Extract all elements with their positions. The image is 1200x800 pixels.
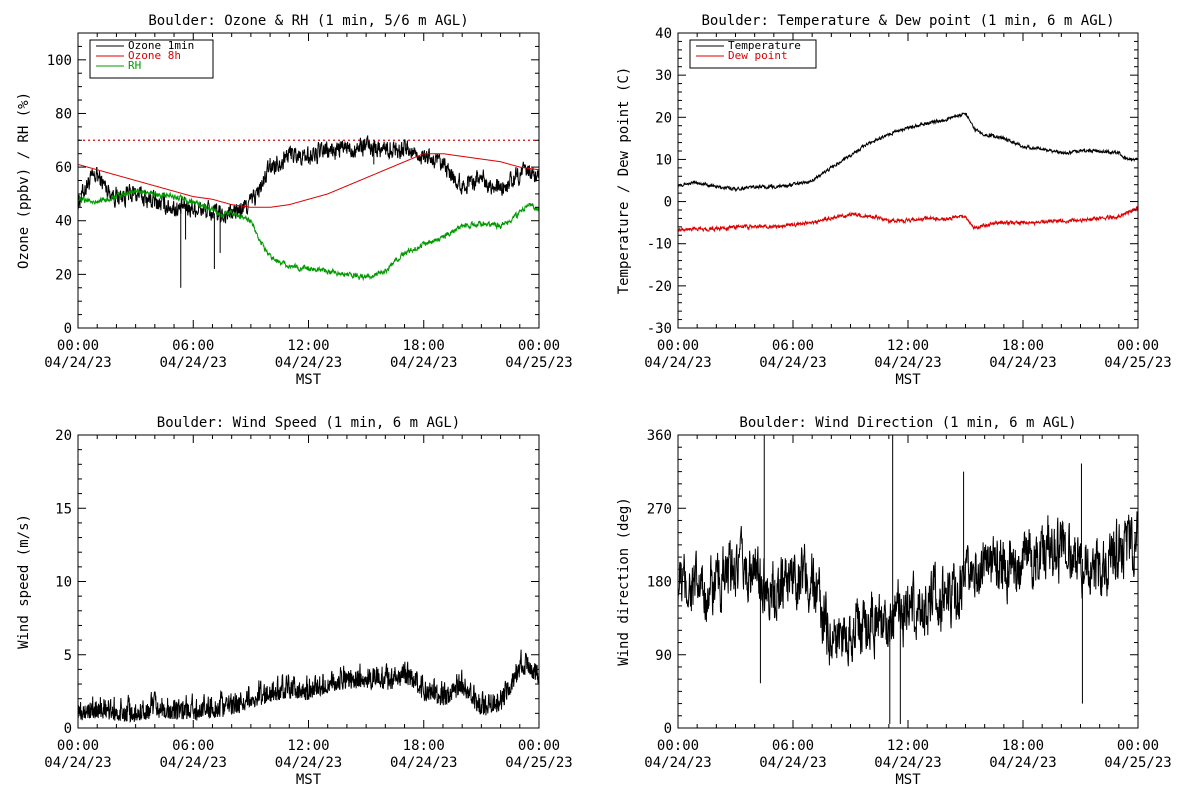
series-line-ozone-1min bbox=[78, 135, 539, 224]
x-tick-date: 04/24/23 bbox=[874, 355, 941, 371]
y-tick-label: 30 bbox=[655, 68, 672, 84]
chart-title: Boulder: Wind Direction (1 min, 6 m AGL) bbox=[739, 415, 1076, 431]
x-tick-time: 00:00 bbox=[518, 338, 560, 354]
x-tick-date: 04/24/23 bbox=[160, 755, 227, 771]
y-tick-label: 270 bbox=[647, 501, 672, 517]
x-tick-time: 00:00 bbox=[1117, 738, 1159, 754]
y-tick-label: -20 bbox=[647, 279, 672, 295]
x-tick-date: 04/25/23 bbox=[505, 755, 572, 771]
x-tick-date: 04/24/23 bbox=[644, 755, 711, 771]
x-tick-time: 06:00 bbox=[772, 738, 814, 754]
x-tick-time: 00:00 bbox=[657, 738, 699, 754]
y-tick-label: 60 bbox=[55, 160, 72, 176]
x-tick-date: 04/24/23 bbox=[759, 755, 826, 771]
chart-panel-wdir: Boulder: Wind Direction (1 min, 6 m AGL)… bbox=[616, 415, 1172, 788]
x-tick-date: 04/24/23 bbox=[644, 355, 711, 371]
x-tick-time: 00:00 bbox=[57, 738, 99, 754]
series-line-temperature bbox=[678, 112, 1138, 193]
x-tick-time: 06:00 bbox=[772, 338, 814, 354]
x-tick-time: 18:00 bbox=[403, 738, 445, 754]
plot-frame bbox=[77, 434, 540, 729]
chart-panel-temp: Boulder: Temperature & Dew point (1 min,… bbox=[616, 13, 1172, 388]
y-tick-label: 40 bbox=[55, 214, 72, 230]
x-axis-label: MST bbox=[296, 772, 322, 788]
x-tick-date: 04/24/23 bbox=[759, 355, 826, 371]
x-tick-date: 04/24/23 bbox=[874, 755, 941, 771]
x-tick-date: 04/24/23 bbox=[44, 755, 111, 771]
y-tick-label: 80 bbox=[55, 106, 72, 122]
y-tick-label: 20 bbox=[55, 267, 72, 283]
x-tick-date: 04/24/23 bbox=[44, 355, 111, 371]
x-tick-time: 06:00 bbox=[172, 738, 214, 754]
x-tick-date: 04/25/23 bbox=[1104, 755, 1171, 771]
y-axis-label: Wind direction (deg) bbox=[616, 497, 632, 666]
y-tick-label: 100 bbox=[47, 53, 72, 69]
legend-box bbox=[689, 39, 817, 69]
x-tick-date: 04/24/23 bbox=[989, 755, 1056, 771]
series-line-rh bbox=[78, 188, 539, 282]
legend-label: Temperature bbox=[728, 39, 801, 52]
y-axis-label: Wind speed (m/s) bbox=[16, 514, 32, 649]
y-tick-label: 0 bbox=[64, 321, 72, 337]
x-tick-time: 12:00 bbox=[287, 338, 329, 354]
y-tick-label: 10 bbox=[55, 575, 72, 591]
x-tick-time: 12:00 bbox=[887, 338, 929, 354]
legend-label: Ozone 1min bbox=[128, 39, 194, 52]
series-line-wdir bbox=[678, 511, 1138, 667]
x-tick-time: 06:00 bbox=[172, 338, 214, 354]
y-tick-label: 360 bbox=[647, 428, 672, 444]
y-tick-label: 180 bbox=[647, 575, 672, 591]
y-tick-label: 10 bbox=[655, 152, 672, 168]
x-tick-time: 18:00 bbox=[403, 338, 445, 354]
y-tick-label: 0 bbox=[64, 721, 72, 737]
x-tick-time: 18:00 bbox=[1002, 738, 1044, 754]
y-axis-label: Temperature / Dew point (C) bbox=[616, 67, 632, 295]
y-tick-label: 90 bbox=[655, 648, 672, 664]
x-axis-label: MST bbox=[895, 772, 921, 788]
legend-label: Dew point bbox=[728, 49, 788, 62]
x-tick-time: 18:00 bbox=[1002, 338, 1044, 354]
chart-panel-wspd: Boulder: Wind Speed (1 min, 6 m AGL) 0 5 10… bbox=[16, 415, 573, 788]
x-tick-date: 04/24/23 bbox=[390, 355, 457, 371]
chart-title: Boulder: Ozone & RH (1 min, 5/6 m AGL) bbox=[148, 13, 468, 29]
x-tick-date: 04/24/23 bbox=[989, 355, 1056, 371]
y-tick-label: 15 bbox=[55, 501, 72, 517]
y-axis-label: Ozone (ppbv) / RH (%) bbox=[16, 92, 32, 269]
x-tick-date: 04/24/23 bbox=[160, 355, 227, 371]
series-line-ozone-8h bbox=[78, 153, 539, 208]
x-tick-time: 00:00 bbox=[657, 338, 699, 354]
x-tick-date: 04/24/23 bbox=[390, 755, 457, 771]
legend-label: RH bbox=[128, 59, 141, 72]
x-tick-time: 00:00 bbox=[57, 338, 99, 354]
y-tick-label: 0 bbox=[664, 195, 672, 211]
y-tick-label: -10 bbox=[647, 237, 672, 253]
y-tick-label: -30 bbox=[647, 321, 672, 337]
y-tick-label: 5 bbox=[64, 648, 72, 664]
x-tick-date: 04/24/23 bbox=[275, 755, 342, 771]
chart-panel-ozone: Boulder: Ozone & RH (1 min, 5/6 m AGL) 0 2… bbox=[16, 13, 573, 388]
x-tick-time: 12:00 bbox=[887, 738, 929, 754]
x-tick-date: 04/25/23 bbox=[505, 355, 572, 371]
x-tick-date: 04/24/23 bbox=[275, 355, 342, 371]
plot-frame bbox=[677, 32, 1139, 329]
x-tick-time: 12:00 bbox=[287, 738, 329, 754]
y-tick-label: 0 bbox=[664, 721, 672, 737]
chart-title: Boulder: Wind Speed (1 min, 6 m AGL) bbox=[157, 415, 460, 431]
series-line-wspd bbox=[78, 649, 539, 723]
chart-title: Boulder: Temperature & Dew point (1 min,… bbox=[701, 13, 1114, 29]
x-axis-label: MST bbox=[296, 372, 322, 388]
x-tick-date: 04/25/23 bbox=[1104, 355, 1171, 371]
x-tick-time: 00:00 bbox=[518, 738, 560, 754]
legend-label: Ozone 8h bbox=[128, 49, 181, 62]
y-tick-label: 20 bbox=[655, 110, 672, 126]
series-line-dew-point bbox=[678, 205, 1138, 233]
x-axis-label: MST bbox=[895, 372, 921, 388]
x-tick-time: 00:00 bbox=[1117, 338, 1159, 354]
y-tick-label: 20 bbox=[55, 428, 72, 444]
y-tick-label: 40 bbox=[655, 26, 672, 42]
